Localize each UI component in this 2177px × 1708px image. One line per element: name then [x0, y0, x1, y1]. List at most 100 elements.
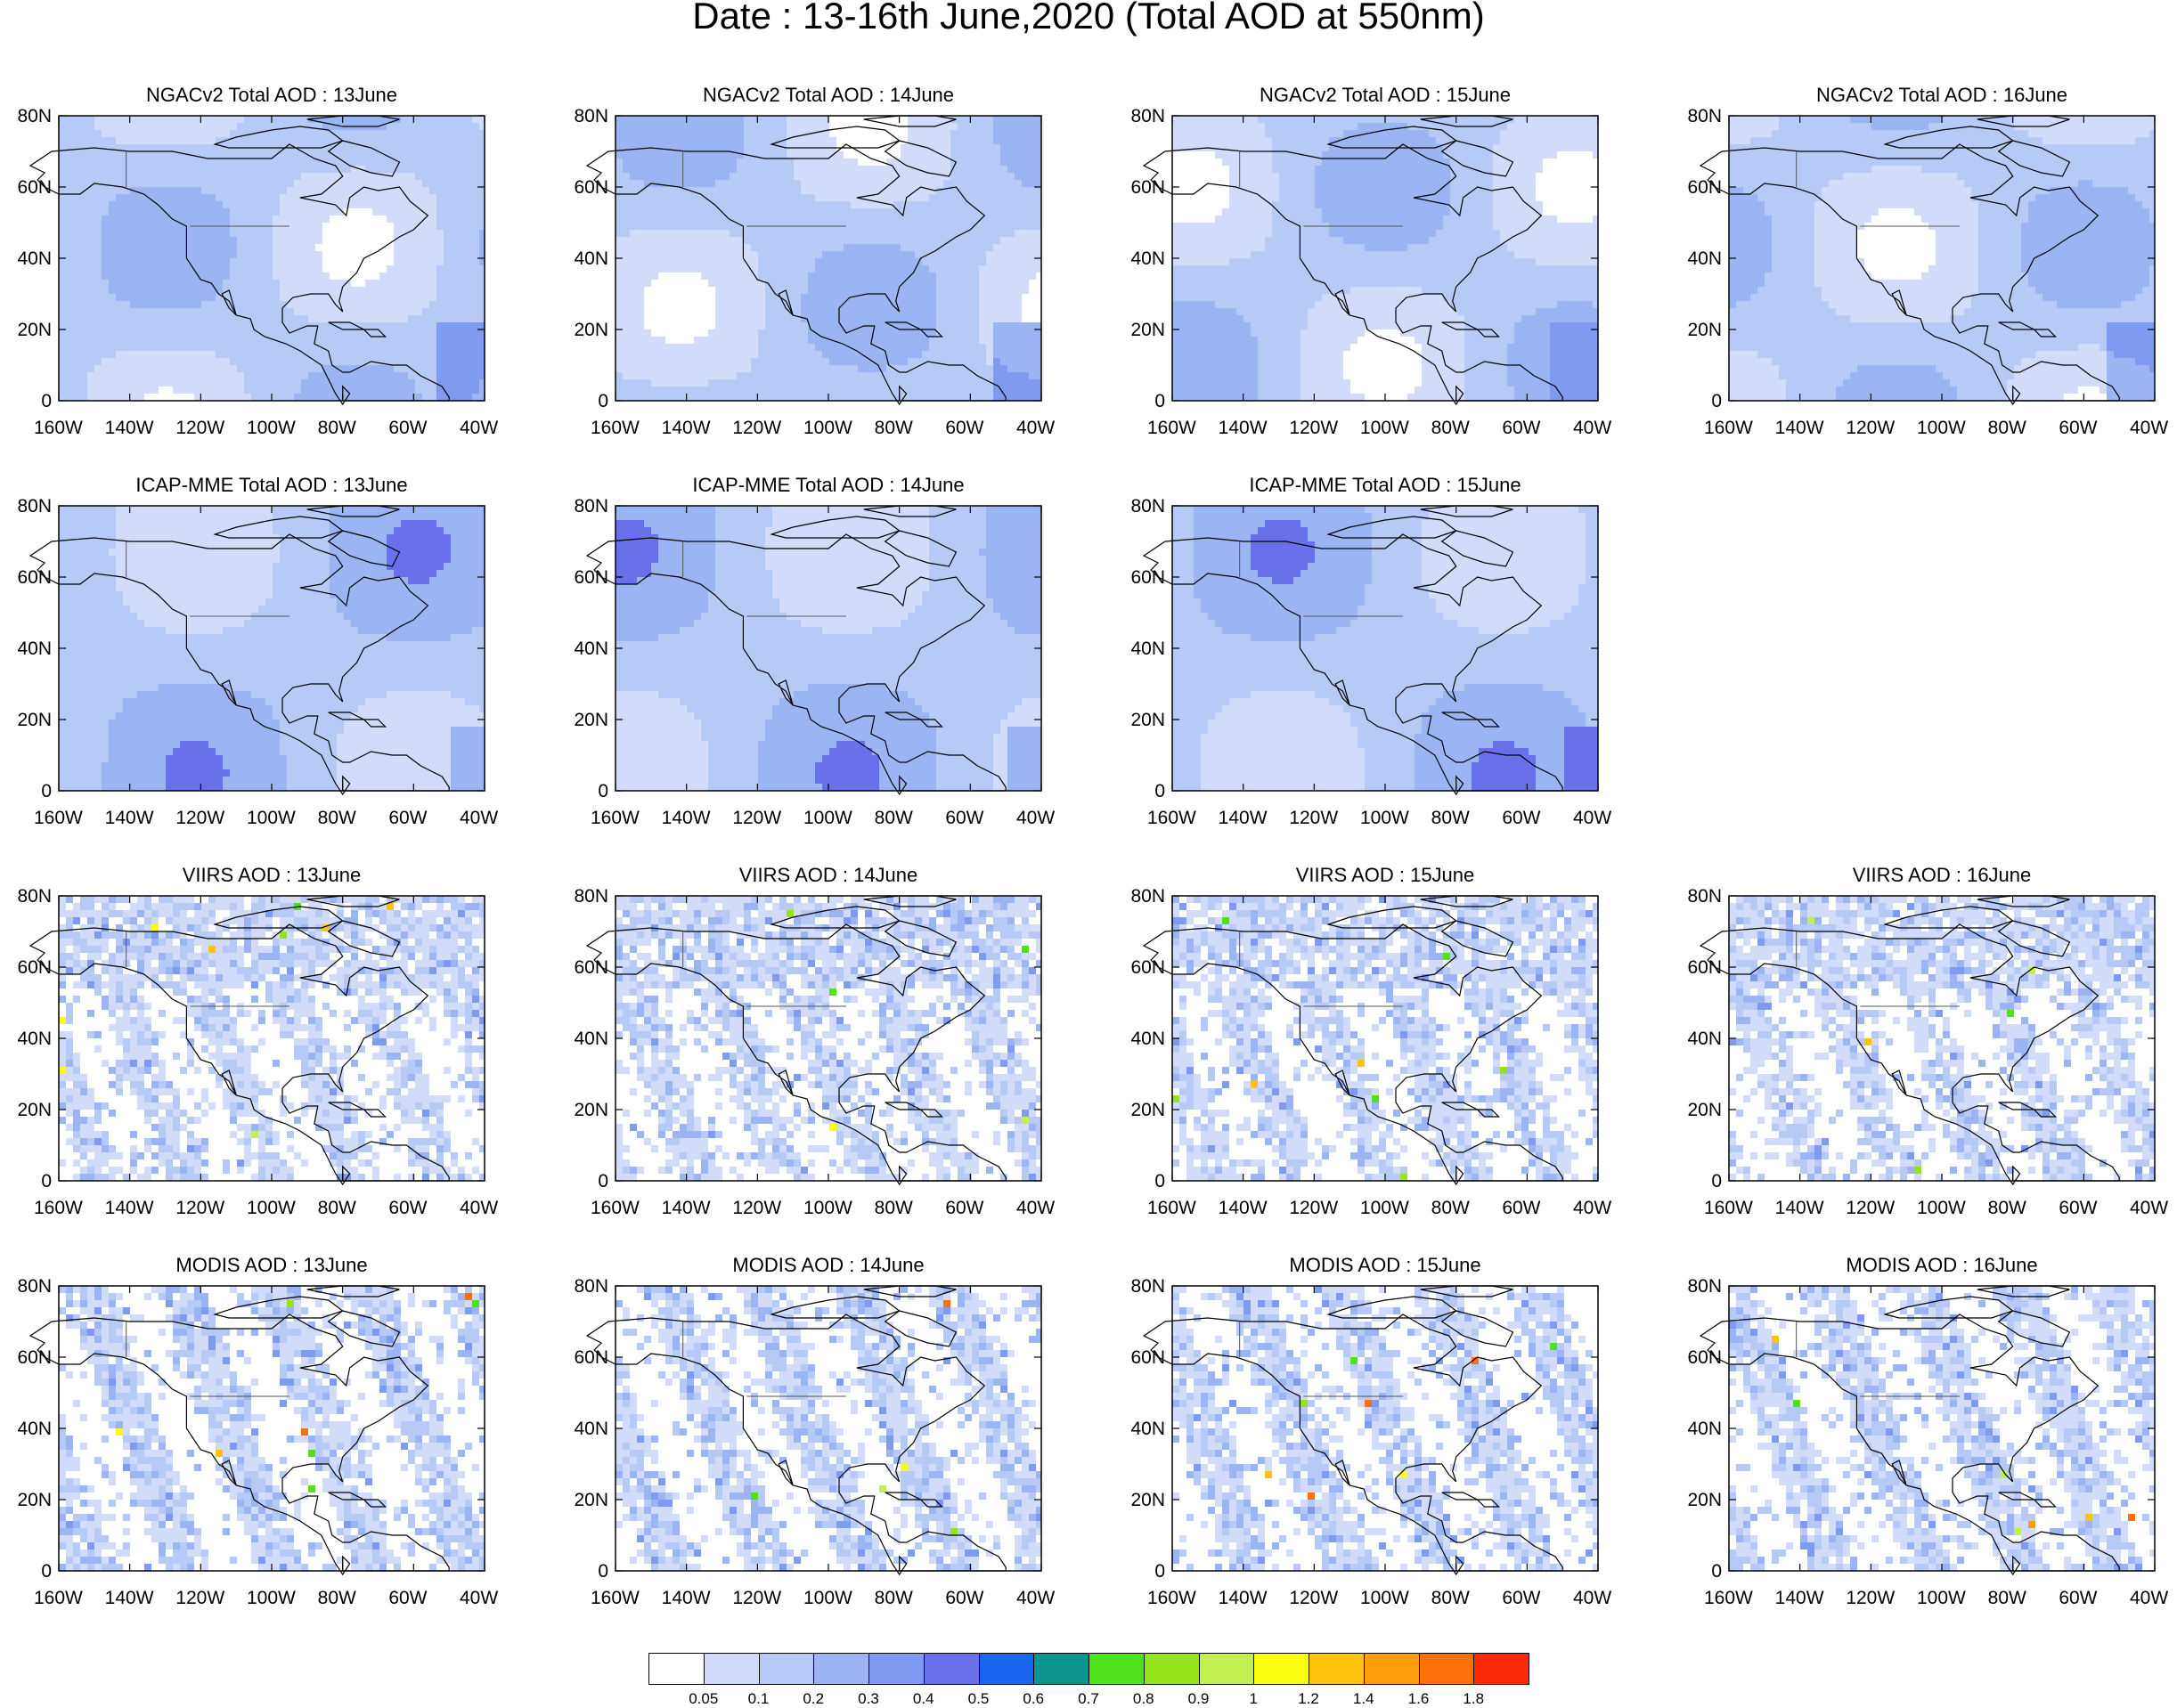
lon-tick-label: 140W — [1219, 1199, 1268, 1217]
lat-tick-label: 20N — [17, 321, 52, 339]
lon-tick-label: 140W — [662, 1199, 711, 1217]
lon-tick-label: 160W — [591, 1199, 640, 1217]
lat-tick-label: 80N — [17, 107, 52, 126]
lon-tick-label: 120W — [1289, 1199, 1338, 1217]
aod-field — [1172, 1286, 1598, 1571]
island-outline — [1440, 1310, 1514, 1347]
lat-tick-label: 60N — [1130, 958, 1165, 977]
map-panel: MODIS AOD : 13June 80N 60N 40N 20N 0 160W 140W 1… — [0, 1254, 552, 1642]
lon-tick-label: 80W — [1988, 419, 2026, 437]
island-outline — [2033, 1499, 2057, 1508]
lat-tick-label: 80N — [1130, 887, 1165, 906]
map-panel: VIIRS AOD : 16June 80N 60N 40N 20N 0 160W 140W 1… — [1670, 864, 2177, 1252]
lon-tick-label: 40W — [1016, 1589, 1055, 1607]
lat-tick-label: 40N — [574, 249, 608, 268]
lon-tick-label: 160W — [34, 809, 83, 827]
island-outline — [1476, 719, 1500, 728]
political-border — [682, 931, 846, 1007]
coastline — [585, 533, 1007, 796]
lat-tick-label: 60N — [574, 958, 608, 977]
lon-tick-label: 160W — [34, 1199, 83, 1217]
lat-tick-label: 60N — [1130, 1348, 1165, 1367]
lat-tick-label: 80N — [1130, 497, 1165, 516]
lon-tick-label: 120W — [175, 1589, 224, 1607]
lon-tick-label: 100W — [247, 809, 296, 827]
political-border — [1796, 931, 1960, 1007]
coastline — [29, 533, 450, 796]
map-panel: NGACv2 Total AOD : 14June 80N 60N 40N 20N 0 16… — [557, 84, 1109, 472]
lat-tick-label: 0 — [41, 782, 52, 801]
lon-tick-label: 160W — [591, 419, 640, 437]
lon-tick-label: 60W — [1502, 419, 1540, 437]
coastline — [1699, 1314, 2120, 1576]
colorbar-swatch — [868, 1653, 925, 1685]
lat-tick-label: 60N — [1687, 1348, 1722, 1367]
lat-tick-label: 60N — [574, 1348, 608, 1367]
lon-tick-label: 40W — [460, 419, 498, 437]
lat-tick-label: 20N — [1687, 321, 1722, 339]
lon-tick-label: 40W — [1573, 809, 1611, 827]
lon-tick-label: 60W — [388, 1589, 427, 1607]
lon-tick-label: 100W — [803, 1589, 852, 1607]
colorbar-label: 0.9 — [1188, 1690, 1210, 1708]
lat-tick-label: 40N — [574, 1419, 608, 1438]
lat-tick-label: 60N — [17, 958, 52, 977]
map-panel: NGACv2 Total AOD : 13June 80N 60N 40N 20N 0 16… — [0, 84, 552, 472]
panel-title: NGACv2 Total AOD : 15June — [1113, 84, 1657, 107]
lon-tick-label: 100W — [1917, 419, 1966, 437]
map-plot — [1699, 1285, 2156, 1576]
colorbar-label: 1.2 — [1298, 1690, 1319, 1708]
island-outline — [363, 719, 387, 728]
lat-tick-label: 20N — [17, 1101, 52, 1119]
lon-tick-label: 60W — [1502, 809, 1540, 827]
lon-tick-label: 120W — [732, 1199, 781, 1217]
lat-tick-label: 40N — [17, 639, 52, 658]
lon-tick-label: 40W — [1016, 1199, 1055, 1217]
lon-tick-label: 160W — [591, 809, 640, 827]
lat-tick-label: 0 — [1711, 1562, 1722, 1581]
lon-tick-label: 100W — [1917, 1589, 1966, 1607]
colorbar-label: 1 — [1250, 1690, 1258, 1708]
aod-field — [1729, 896, 2155, 1181]
lon-tick-label: 120W — [1289, 809, 1338, 827]
lat-tick-label: 60N — [1130, 568, 1165, 587]
panel-title: MODIS AOD : 16June — [1670, 1254, 2177, 1277]
colorbar-label: 1.4 — [1353, 1690, 1374, 1708]
map-plot — [29, 1285, 485, 1576]
panel-title: MODIS AOD : 14June — [557, 1254, 1100, 1277]
lat-tick-label: 80N — [574, 1277, 608, 1296]
lat-tick-label: 60N — [1687, 178, 1722, 197]
coastline — [1699, 923, 2120, 1186]
map-panel: NGACv2 Total AOD : 15June 80N 60N 40N 20N 0 16… — [1113, 84, 1666, 472]
colorbar-swatch — [758, 1653, 815, 1685]
island-outline — [363, 1109, 387, 1118]
lon-tick-label: 60W — [388, 1199, 427, 1217]
lon-tick-label: 120W — [732, 1589, 781, 1607]
lat-tick-label: 60N — [574, 178, 608, 197]
lat-tick-label: 20N — [574, 321, 608, 339]
lon-tick-label: 100W — [247, 1199, 296, 1217]
lon-tick-label: 80W — [1431, 419, 1470, 437]
lon-tick-label: 40W — [1016, 419, 1055, 437]
lon-tick-label: 140W — [1775, 419, 1824, 437]
lat-tick-label: 40N — [1687, 1419, 1722, 1438]
island-outline — [363, 1499, 387, 1508]
colorbar-label: 0.1 — [748, 1690, 770, 1708]
panel-title: NGACv2 Total AOD : 16June — [1670, 84, 2177, 107]
lon-tick-label: 80W — [318, 419, 356, 437]
map-panel: NGACv2 Total AOD : 16June 80N 60N 40N 20N 0 16… — [1670, 84, 2177, 472]
island-outline — [1440, 140, 1514, 177]
colorbar-swatch — [1143, 1653, 1200, 1685]
panel-title: VIIRS AOD : 13June — [0, 864, 543, 887]
lat-tick-label: 80N — [1687, 1277, 1722, 1296]
political-border — [126, 541, 289, 617]
map-panel: VIIRS AOD : 14June 80N 60N 40N 20N 0 160W 140W 1… — [557, 864, 1109, 1252]
map-plot — [1142, 505, 1599, 796]
lon-tick-label: 120W — [1289, 1589, 1338, 1607]
lon-tick-label: 40W — [1573, 1199, 1611, 1217]
map-plot — [1142, 1285, 1599, 1576]
aod-field — [59, 116, 485, 401]
island-outline — [919, 329, 943, 338]
lon-tick-label: 60W — [1502, 1199, 1540, 1217]
lon-tick-label: 60W — [2059, 1589, 2097, 1607]
